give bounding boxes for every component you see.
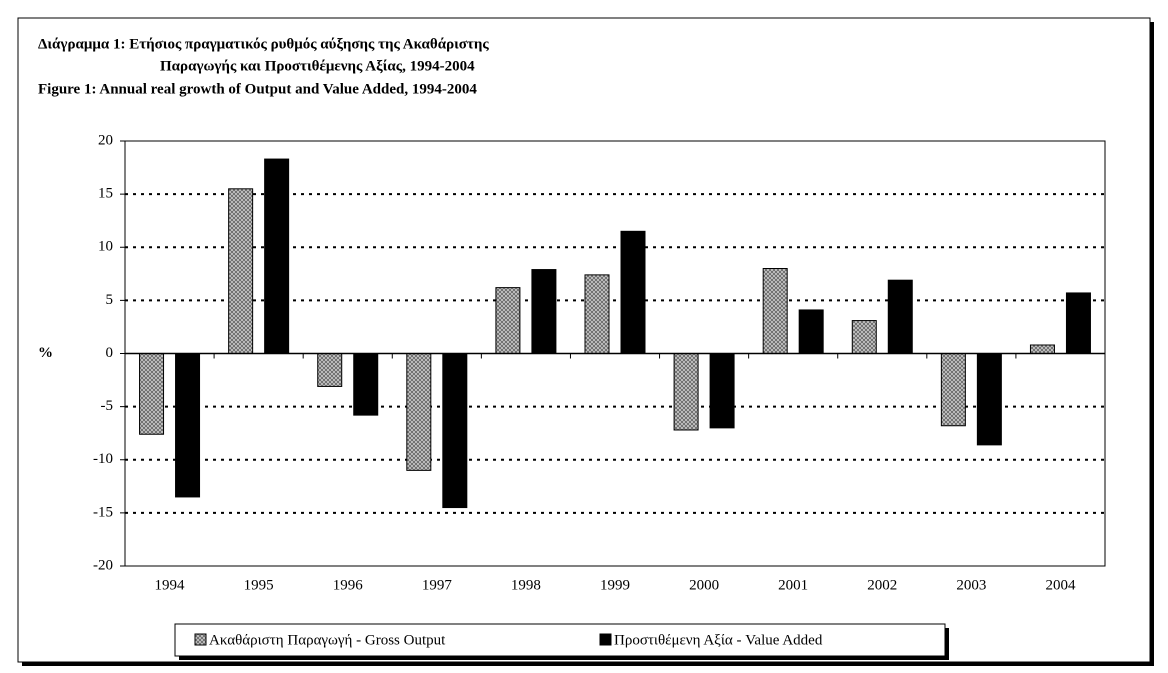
x-tick-label: 2004 (1045, 577, 1076, 593)
x-tick-label: 2002 (867, 577, 897, 593)
bar (406, 353, 432, 471)
y-tick-label: 20 (98, 132, 113, 148)
bar (1029, 344, 1055, 354)
chart-title: Παραγωγής και Προστιθέμενης Αξίας, 1994-… (160, 58, 475, 74)
bar (442, 353, 468, 509)
bar (495, 287, 521, 354)
y-tick-label: 5 (106, 292, 114, 308)
y-tick-label: 15 (98, 186, 113, 202)
y-axis-label: % (38, 345, 53, 361)
legend-label: Προστιθέμενη Αξία - Value Added (614, 632, 823, 648)
y-tick-label: -10 (93, 451, 113, 467)
bar (709, 353, 735, 429)
bar (762, 268, 788, 354)
chart-title: Figure 1: Annual real growth of Output a… (38, 81, 477, 97)
x-tick-label: 1997 (422, 577, 453, 593)
legend-swatch (194, 633, 207, 646)
x-tick-label: 2001 (778, 577, 808, 593)
legend (174, 623, 946, 657)
bar (531, 269, 557, 354)
bar (264, 158, 290, 354)
y-tick-label: -20 (93, 557, 113, 573)
x-tick-label: 1999 (600, 577, 630, 593)
y-tick-label: 10 (98, 239, 113, 255)
legend-label: Ακαθάριστη Παραγωγή - Gross Output (209, 632, 446, 648)
x-tick-label: 1998 (511, 577, 541, 593)
chart-title: Διάγραμμα 1: Ετήσιος πραγματικός ρυθμός … (38, 36, 489, 52)
x-tick-label: 1996 (333, 577, 364, 593)
bar (673, 353, 699, 431)
x-tick-label: 2000 (689, 577, 719, 593)
bar (620, 230, 646, 354)
y-tick-label: 0 (106, 345, 114, 361)
bar (940, 353, 966, 427)
bar (887, 279, 913, 354)
bar (584, 274, 610, 354)
y-tick-label: -5 (101, 398, 114, 414)
bar (353, 353, 379, 416)
x-tick-label: 2003 (956, 577, 986, 593)
legend-swatch (599, 633, 612, 646)
frame (17, 17, 1151, 663)
bar (175, 353, 201, 498)
y-tick-label: -15 (93, 504, 113, 520)
bar (139, 353, 165, 435)
bar (228, 188, 254, 354)
x-tick-label: 1995 (244, 577, 274, 593)
bar (798, 309, 824, 354)
bar (317, 353, 343, 387)
x-tick-label: 1994 (155, 577, 186, 593)
bar (976, 353, 1002, 446)
bar (851, 320, 877, 354)
bar (1065, 292, 1091, 354)
